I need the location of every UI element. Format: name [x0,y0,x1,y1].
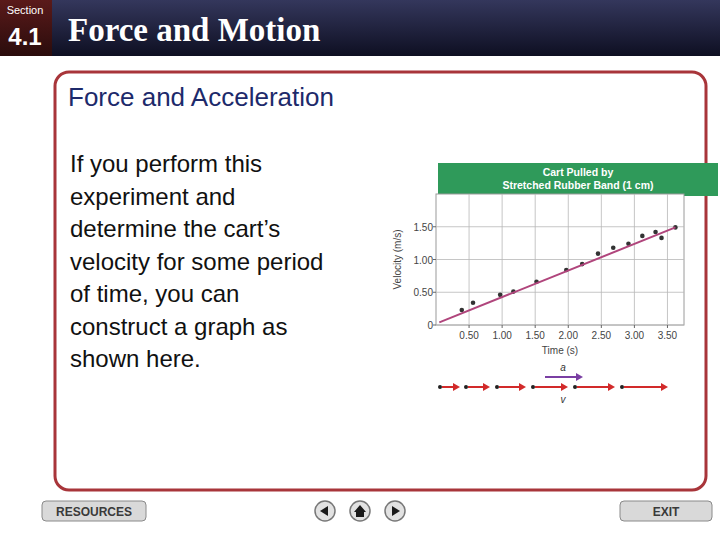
tick-x [535,325,536,328]
tick-label-x: 2.00 [559,330,579,341]
slide-title: Force and Motion [68,12,320,48]
cart-dot [464,385,468,389]
exit-button[interactable] [620,501,712,521]
nav-home-icon [354,505,366,517]
grid-line-y [436,292,684,293]
velocity-arrow [499,386,521,388]
velocity-arrow [468,386,485,388]
data-point [611,245,616,250]
marks [439,225,677,322]
resources-button[interactable] [42,501,146,521]
tick-label-x: 0.50 [459,330,479,341]
acceleration-arrow [545,376,578,378]
grid-line-y [436,259,684,260]
tick-label-x: 1.00 [492,330,512,341]
tick-label-y: 0 [427,320,433,331]
velocity-arrow-head [483,383,490,391]
velocity-arrow [577,386,610,388]
tick-x [601,325,602,328]
tick-x [502,325,503,328]
tick-label-y: 1.50 [414,222,434,233]
tick-y [433,292,436,293]
plot-frame [436,194,684,325]
section-label: Section [7,4,44,16]
tick-x [568,325,569,328]
cart-dot [495,385,499,389]
tick-x [667,325,668,328]
x-axis-label: Time (s) [542,345,578,356]
tick-label-x: 3.50 [658,330,678,341]
cart-dot [438,385,442,389]
velocity-arrow-head [661,383,668,391]
nav-next[interactable] [385,501,405,521]
tick-label-y: 0.50 [414,287,434,298]
velocity-arrow [624,386,663,388]
tick-label-x: 1.50 [525,330,545,341]
exit-label: EXIT [653,505,680,519]
cart-dot [620,385,624,389]
chart-title: Cart Pulled by [543,166,614,178]
grid-line-y [436,325,684,326]
section-box [0,0,52,56]
cart-dot [531,385,535,389]
body-line: experiment and [70,183,235,210]
header-band [0,0,720,56]
chart-title-box [438,163,718,196]
body-line: If you perform this [70,150,262,177]
slide: Section 4.1 Force and Motion Force and Acce… [0,0,720,540]
data-point [653,230,658,235]
y-axis-label: Velocity (m/s) [392,229,403,289]
velocity-arrow-head [561,383,568,391]
grid-line-y [436,226,684,227]
tick-label-x: 3.00 [625,330,645,341]
cart-dot [573,385,577,389]
velocity-arrow-head [608,383,615,391]
annotation-a: a [560,362,566,373]
data-point [471,300,476,305]
resources-label: RESOURCES [56,505,132,519]
section-number: 4.1 [8,23,41,50]
nav-home[interactable] [350,501,370,521]
body-line: determine the cart’s [70,215,280,242]
nav-prev[interactable] [315,501,335,521]
tick-x [469,325,470,328]
chart-title: Stretched Rubber Band (1 cm) [502,179,653,191]
velocity-arrow [535,386,563,388]
velocity-arrow-head [519,383,526,391]
tick-x [634,325,635,328]
velocity-arrow-head [453,383,460,391]
body-line: construct a graph as [70,313,287,340]
tick-y [433,325,436,326]
body-line: shown here. [70,345,201,372]
annotation-v: v [561,394,567,405]
tick-y [433,226,436,227]
tick-label-x: 2.50 [592,330,612,341]
data-point [659,236,664,241]
tick-label-y: 1.00 [414,255,434,266]
nav-prev-icon [320,506,328,516]
data-point [459,308,464,313]
acceleration-arrow-head [576,373,583,381]
data-point [596,251,601,256]
fit-line [439,227,675,322]
tick-y [433,259,436,260]
body-line: velocity for some period [70,248,323,275]
canvas: Section 4.1 Force and Motion Force and Acce… [0,0,720,540]
nav-next-icon [392,506,400,516]
data-point [640,234,645,239]
heading: Force and Acceleration [68,82,334,112]
content-panel [55,72,706,490]
body-line: of time, you can [70,280,239,307]
